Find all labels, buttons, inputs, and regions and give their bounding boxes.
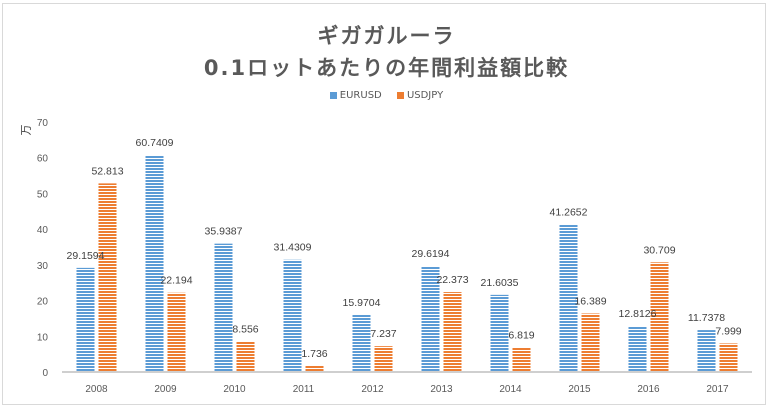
y-axis-ticks: 0 10 20 30 40 50 60 70 [37,118,49,379]
bar-usdjpy-2013 [443,292,462,372]
x-tick-label: 2016 [637,384,660,395]
data-label-eurusd-2013: 29.6194 [412,248,450,260]
legend-swatch-usdjpy [396,92,404,99]
bar-eurusd-2011 [283,259,302,372]
bar-eurusd-2009 [145,155,164,372]
data-label-eurusd-2011: 31.4309 [274,242,312,254]
y-tick-label: 20 [37,297,49,308]
legend-label-usdjpy: USDJPY [406,90,444,101]
x-tick-label: 2008 [85,384,108,395]
x-tick-label: 2011 [293,384,315,395]
data-label-usdjpy-2017: 7.999 [715,325,741,337]
data-label-eurusd-2010: 35.9387 [205,226,243,238]
data-label-usdjpy-2008: 52.813 [91,165,123,177]
data-label-eurusd-2014: 21.6035 [481,277,519,289]
bars [76,155,738,372]
x-axis-ticks: 2008 2009 2010 2011 2012 2013 2014 2015 2016 2017 [85,384,729,395]
data-label-usdjpy-2014: 6.819 [508,330,534,342]
x-tick-label: 2014 [499,384,522,395]
bar-eurusd-2017 [697,330,716,372]
data-label-usdjpy-2009: 22.194 [160,275,192,287]
y-tick-label: 70 [37,118,49,129]
bar-eurusd-2015 [559,224,578,372]
data-label-eurusd-2009: 60.7409 [136,137,174,149]
data-label-eurusd-2008: 29.1594 [67,250,105,262]
chart-title: ギガガルーラ [317,24,456,48]
data-label-eurusd-2016: 12.8126 [619,308,657,320]
y-tick-label: 60 [37,154,49,165]
x-tick-label: 2010 [223,384,246,395]
data-label-usdjpy-2013: 22.373 [436,274,468,286]
y-tick-label: 10 [37,332,49,343]
data-label-usdjpy-2011: 1.736 [301,348,327,360]
y-tick-label: 30 [37,261,49,272]
bar-eurusd-2016 [628,326,647,372]
bar-eurusd-2014 [490,294,509,372]
data-labels: 29.1594 52.813 60.7409 22.194 35.9387 8.556 31… [67,137,742,360]
data-label-eurusd-2017: 11.7378 [688,312,725,324]
data-label-usdjpy-2016: 30.709 [643,244,675,256]
legend: EURUSD USDJPY [0,90,773,102]
bar-eurusd-2010 [214,243,233,372]
bar-usdjpy-2015 [581,313,600,372]
data-label-usdjpy-2010: 8.556 [232,323,258,335]
legend-label-eurusd: EURUSD [339,90,382,101]
data-label-eurusd-2015: 41.2652 [550,207,588,219]
bar-usdjpy-2010 [236,341,255,372]
bar-eurusd-2012 [352,314,371,372]
bar-eurusd-2008 [76,267,95,372]
y-tick-label: 40 [37,225,49,236]
data-label-usdjpy-2015: 16.389 [574,295,606,307]
y-tick-label: 50 [37,189,49,200]
legend-item-usdjpy: USDJPY [396,90,444,101]
bar-usdjpy-2009 [167,292,186,372]
chart-subtitle: 0.1ロットあたりの年間利益額比較 [203,56,570,80]
bar-eurusd-2013 [421,266,440,372]
bar-usdjpy-2014 [512,347,531,372]
bar-usdjpy-2017 [719,343,738,372]
bar-usdjpy-2011 [305,365,324,372]
data-label-eurusd-2012: 15.9704 [343,297,381,309]
bar-usdjpy-2008 [98,183,117,372]
data-label-usdjpy-2012: 7.237 [370,328,396,340]
bar-usdjpy-2016 [650,262,669,372]
legend-swatch-eurusd [329,92,337,99]
x-tick-label: 2012 [361,384,384,395]
legend-item-eurusd: EURUSD [329,90,382,101]
bar-usdjpy-2012 [374,346,393,372]
x-tick-label: 2013 [430,384,453,395]
x-tick-label: 2015 [568,384,591,395]
x-tick-label: 2017 [706,384,729,395]
y-tick-label: 0 [42,368,48,379]
x-tick-label: 2009 [154,384,177,395]
